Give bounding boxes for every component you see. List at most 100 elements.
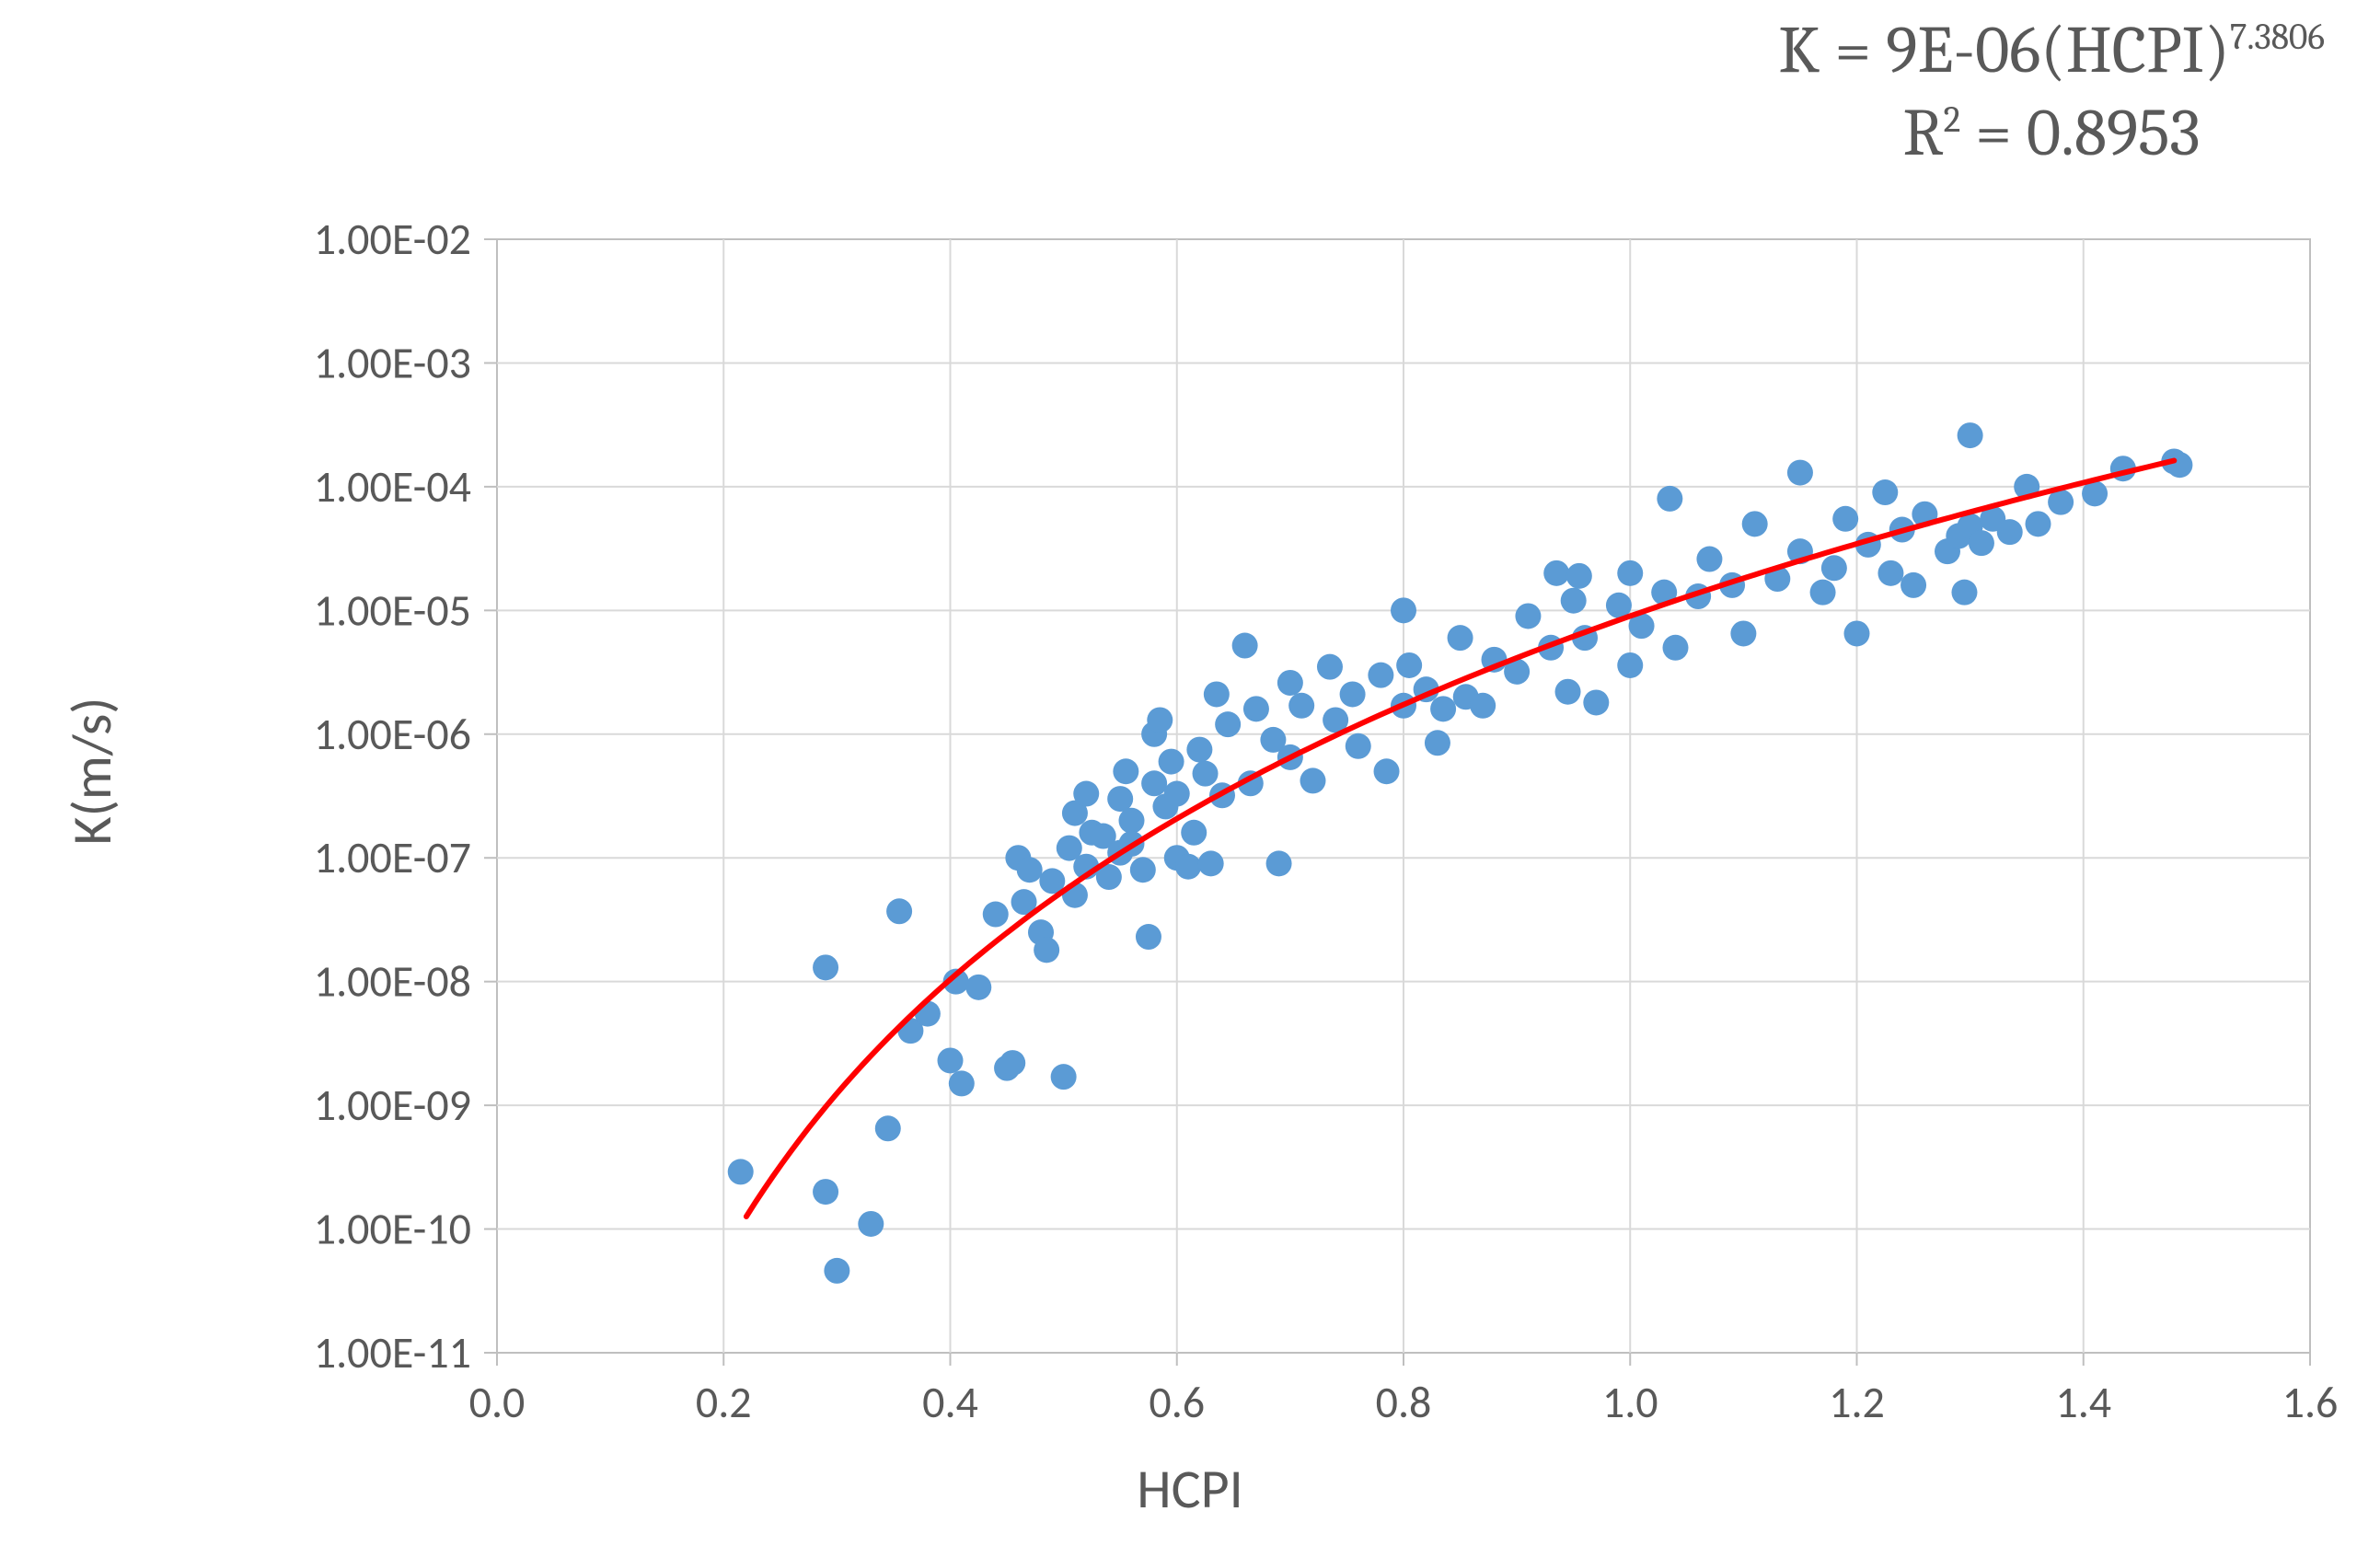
data-point [1958,422,1983,448]
data-point [1186,737,1212,763]
data-point [1374,758,1400,784]
data-point [1663,635,1689,661]
y-tick-label: 1.00E-02 [314,212,471,266]
data-point [1951,580,1977,606]
data-point [886,898,912,924]
trendline-equation: K = 9E-06(HCPI)7.3806 R2 = 0.8953 [1778,9,2325,175]
x-tick-label: 1.2 [1829,1375,1885,1429]
data-point [1617,560,1643,586]
data-point [1470,693,1496,719]
x-tick-label: 0.4 [922,1375,978,1429]
data-point [1832,506,1858,532]
data-point [1346,733,1371,759]
y-tick-label: 1.00E-07 [314,830,471,884]
data-point [1696,547,1722,572]
data-point [1844,620,1870,646]
data-point [1787,460,1813,486]
data-point [1113,758,1138,784]
data-point [1730,620,1756,646]
data-point [1877,560,1903,586]
x-axis-label: HCPI [1137,1456,1243,1523]
data-point [965,975,991,1000]
y-tick-label: 1.00E-05 [314,583,471,637]
y-tick-label: 1.00E-04 [314,459,471,513]
data-point [813,1179,838,1205]
data-point [949,1070,975,1096]
data-point [1583,689,1609,715]
data-point [1448,625,1473,651]
data-point [1425,730,1450,756]
data-point [1340,681,1366,707]
data-point [1141,770,1167,796]
x-tick-label: 0.8 [1376,1375,1432,1429]
data-point [1515,603,1541,629]
y-tick-label: 1.00E-06 [314,707,471,761]
data-point [1266,850,1292,876]
data-point [1300,767,1326,793]
data-point [1742,511,1768,536]
data-point [938,1047,964,1073]
data-point [1175,854,1201,880]
data-point [1051,1064,1077,1090]
data-point [1159,749,1184,775]
data-point [1391,597,1416,623]
data-point [1164,781,1190,807]
data-point [1198,850,1224,876]
data-point [1821,555,1847,581]
y-tick-label: 1.00E-09 [314,1078,471,1132]
data-point [1561,588,1587,614]
y-axis-label: K(m/s) [59,697,126,845]
x-tick-label: 1.0 [1602,1375,1658,1429]
data-point [1396,652,1422,678]
data-point [1232,633,1258,659]
data-point [1617,652,1643,678]
data-point [1555,679,1581,705]
y-tick-label: 1.00E-10 [314,1202,471,1256]
data-point [1288,693,1314,719]
data-point [1107,786,1133,812]
x-tick-label: 0.2 [696,1375,752,1429]
data-point [1969,530,1994,556]
data-point [1147,707,1173,733]
data-point [999,1050,1025,1076]
data-point [1034,937,1059,963]
data-point [1181,820,1207,846]
data-point [1317,654,1343,680]
y-tick-label: 1.00E-11 [314,1325,471,1379]
data-point [824,1258,849,1284]
equation-line-1: K = 9E-06(HCPI)7.3806 [1778,9,2325,92]
data-point [1119,808,1145,834]
x-tick-label: 0.0 [469,1375,526,1429]
x-tick-label: 1.6 [2282,1375,2339,1429]
data-point [1136,924,1161,950]
data-point [1073,781,1099,807]
data-point [1368,663,1393,688]
data-point [1215,711,1241,737]
data-point [1277,670,1303,696]
x-tick-label: 1.4 [2055,1375,2111,1429]
data-point [813,954,838,980]
data-point [1543,560,1569,586]
x-tick-label: 0.6 [1149,1375,1205,1429]
equation-line-2: R2 = 0.8953 [1778,92,2325,175]
data-point [1193,761,1219,787]
data-point [1204,681,1230,707]
data-point [1017,857,1043,883]
data-point [1130,857,1156,883]
data-point [983,902,1009,928]
data-point [2026,511,2051,536]
data-point [1566,563,1592,589]
y-tick-label: 1.00E-03 [314,335,471,389]
scatter-chart: K = 9E-06(HCPI)7.3806 R2 = 0.8953 K(m/s)… [0,0,2380,1541]
data-point [1901,572,1926,598]
data-point [875,1115,901,1141]
data-point [1243,696,1269,721]
data-point [1810,580,1836,606]
y-tick-label: 1.00E-08 [314,954,471,1009]
data-point [2166,452,2192,478]
data-point [1430,696,1456,721]
data-point [1997,519,2023,545]
data-point [728,1159,754,1184]
data-point [1657,486,1682,512]
data-point [858,1211,884,1237]
